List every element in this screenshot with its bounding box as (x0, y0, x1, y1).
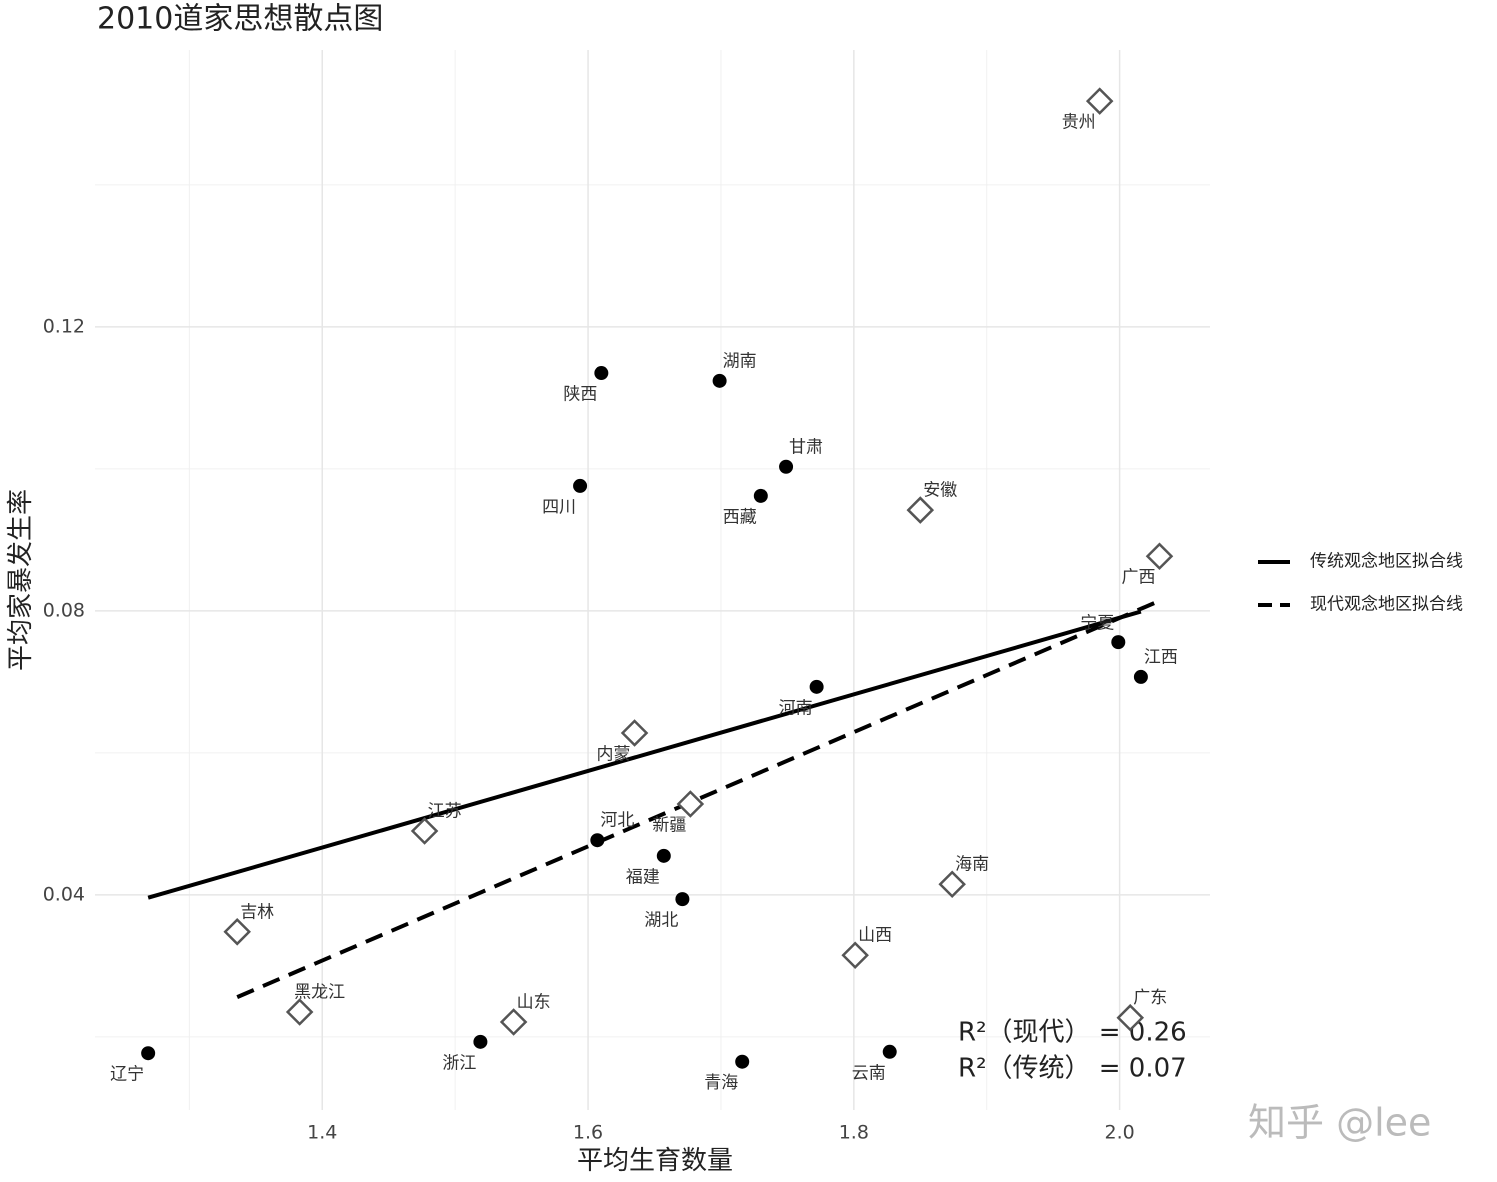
x-tick-label: 1.6 (573, 1122, 603, 1144)
point (938, 870, 966, 898)
point-label: 西藏 (723, 507, 757, 527)
point-label: 安徽 (923, 481, 957, 501)
point-label: 黑龙江 (294, 983, 345, 1003)
point-label: 山西 (858, 926, 892, 946)
annotation: R²（现代） = 0.26 (958, 1018, 1187, 1048)
point (656, 848, 671, 863)
point (410, 817, 439, 845)
point (1116, 1003, 1145, 1032)
point-label: 广西 (1121, 568, 1155, 588)
point (841, 941, 869, 969)
point-label: 广东 (1133, 988, 1167, 1008)
point (1133, 669, 1148, 684)
point-label: 江苏 (428, 801, 462, 821)
point (141, 1046, 156, 1061)
legend-label: 传统观念地区拟合线 (1310, 551, 1463, 572)
point (1111, 635, 1126, 650)
annotation: R²（传统） = 0.07 (958, 1054, 1187, 1084)
point (779, 459, 794, 474)
y-axis-title: 平均家暴发生率 (6, 489, 36, 671)
point-label: 福建 (626, 867, 660, 887)
chart-title: 2010道家思想散点图 (97, 2, 383, 37)
y-tick-label: 0.04 (43, 883, 85, 905)
point-label: 河北 (600, 811, 634, 831)
point (223, 918, 251, 946)
point-label: 陕西 (563, 385, 597, 405)
y-tick-label: 0.12 (43, 315, 85, 337)
point-label: 新疆 (652, 815, 686, 835)
point-label: 贵州 (1062, 113, 1096, 133)
x-axis-title: 平均生育数量 (577, 1146, 733, 1176)
point-label: 浙江 (442, 1053, 476, 1073)
point (573, 478, 588, 493)
point (735, 1054, 750, 1069)
point-label: 辽宁 (110, 1065, 144, 1085)
point-label: 湖南 (723, 351, 757, 371)
point (473, 1034, 488, 1049)
y-tick-label: 0.08 (43, 599, 85, 621)
point-label: 四川 (542, 497, 576, 517)
point-label: 甘肃 (789, 437, 823, 457)
point (906, 496, 935, 524)
point-label: 海南 (955, 855, 989, 875)
point-label: 河南 (779, 698, 813, 718)
point (1085, 87, 1114, 115)
point-label: 湖北 (644, 911, 678, 931)
point-label: 吉林 (240, 902, 274, 922)
x-tick-label: 2.0 (1105, 1122, 1135, 1144)
point (1145, 542, 1174, 570)
point (590, 833, 605, 848)
point-label: 云南 (852, 1063, 886, 1083)
point (809, 679, 824, 694)
point-label: 江西 (1144, 647, 1178, 667)
point (753, 488, 768, 503)
point-label: 山东 (517, 992, 551, 1012)
x-tick-label: 1.8 (839, 1122, 869, 1144)
x-tick-label: 1.4 (307, 1122, 337, 1144)
point-label: 内蒙 (597, 745, 631, 765)
fit-line (147, 609, 1142, 900)
watermark: 知乎 @lee (1248, 1101, 1431, 1145)
legend-label: 现代观念地区拟合线 (1310, 594, 1463, 615)
point (620, 719, 649, 747)
point (594, 366, 609, 381)
point (285, 998, 314, 1026)
point (675, 892, 690, 907)
point-label: 青海 (704, 1073, 738, 1093)
grid (95, 50, 1210, 1110)
point (882, 1044, 897, 1059)
fit-line (236, 598, 1162, 999)
point (712, 373, 727, 388)
point (676, 790, 705, 818)
point (499, 1008, 528, 1036)
point-label: 宁夏 (1080, 614, 1114, 634)
